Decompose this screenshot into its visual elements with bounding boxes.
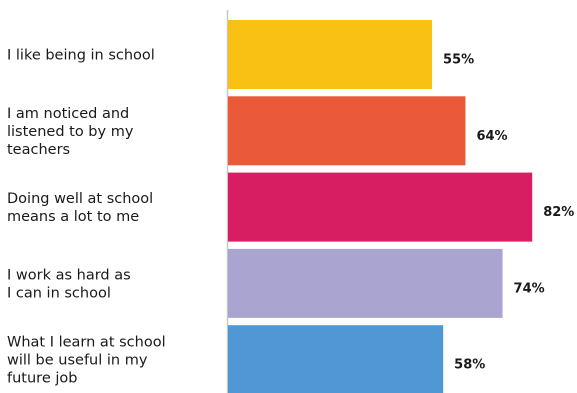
category-label-line: What I learn at school xyxy=(7,335,166,351)
category-label-line: I work as hard as xyxy=(7,267,131,283)
bar-3 xyxy=(228,172,533,242)
bar-1 xyxy=(228,20,433,89)
category-label-5: What I learn at school will be useful in … xyxy=(7,335,166,387)
category-label-line: I am noticed and xyxy=(7,106,129,122)
category-label-2: I am noticed and listened to by my teacher… xyxy=(7,106,134,158)
category-label-3: Doing well at school means a lot to me xyxy=(7,191,153,225)
category-label-line: Doing well at school xyxy=(7,191,153,207)
category-label-4: I work as hard as I can in school xyxy=(7,267,131,301)
bar-2 xyxy=(228,96,466,166)
value-label-4: 74% xyxy=(514,281,545,296)
category-label-line: means a lot to me xyxy=(7,209,139,225)
bar-5 xyxy=(228,325,444,393)
value-label-5: 58% xyxy=(454,358,485,373)
value-label-1: 55% xyxy=(443,53,474,68)
value-label-3: 82% xyxy=(543,205,574,220)
category-label-line: teachers xyxy=(7,142,70,158)
category-label-1: I like being in school xyxy=(7,48,155,64)
category-label-line: I can in school xyxy=(7,285,111,301)
bar-4 xyxy=(228,248,503,318)
category-label-line: future job xyxy=(7,371,77,387)
category-label-line: listened to by my xyxy=(7,124,134,140)
category-label-line: I like being in school xyxy=(7,48,155,64)
category-label-line: will be useful in my xyxy=(7,353,148,369)
value-label-2: 64% xyxy=(476,129,507,144)
